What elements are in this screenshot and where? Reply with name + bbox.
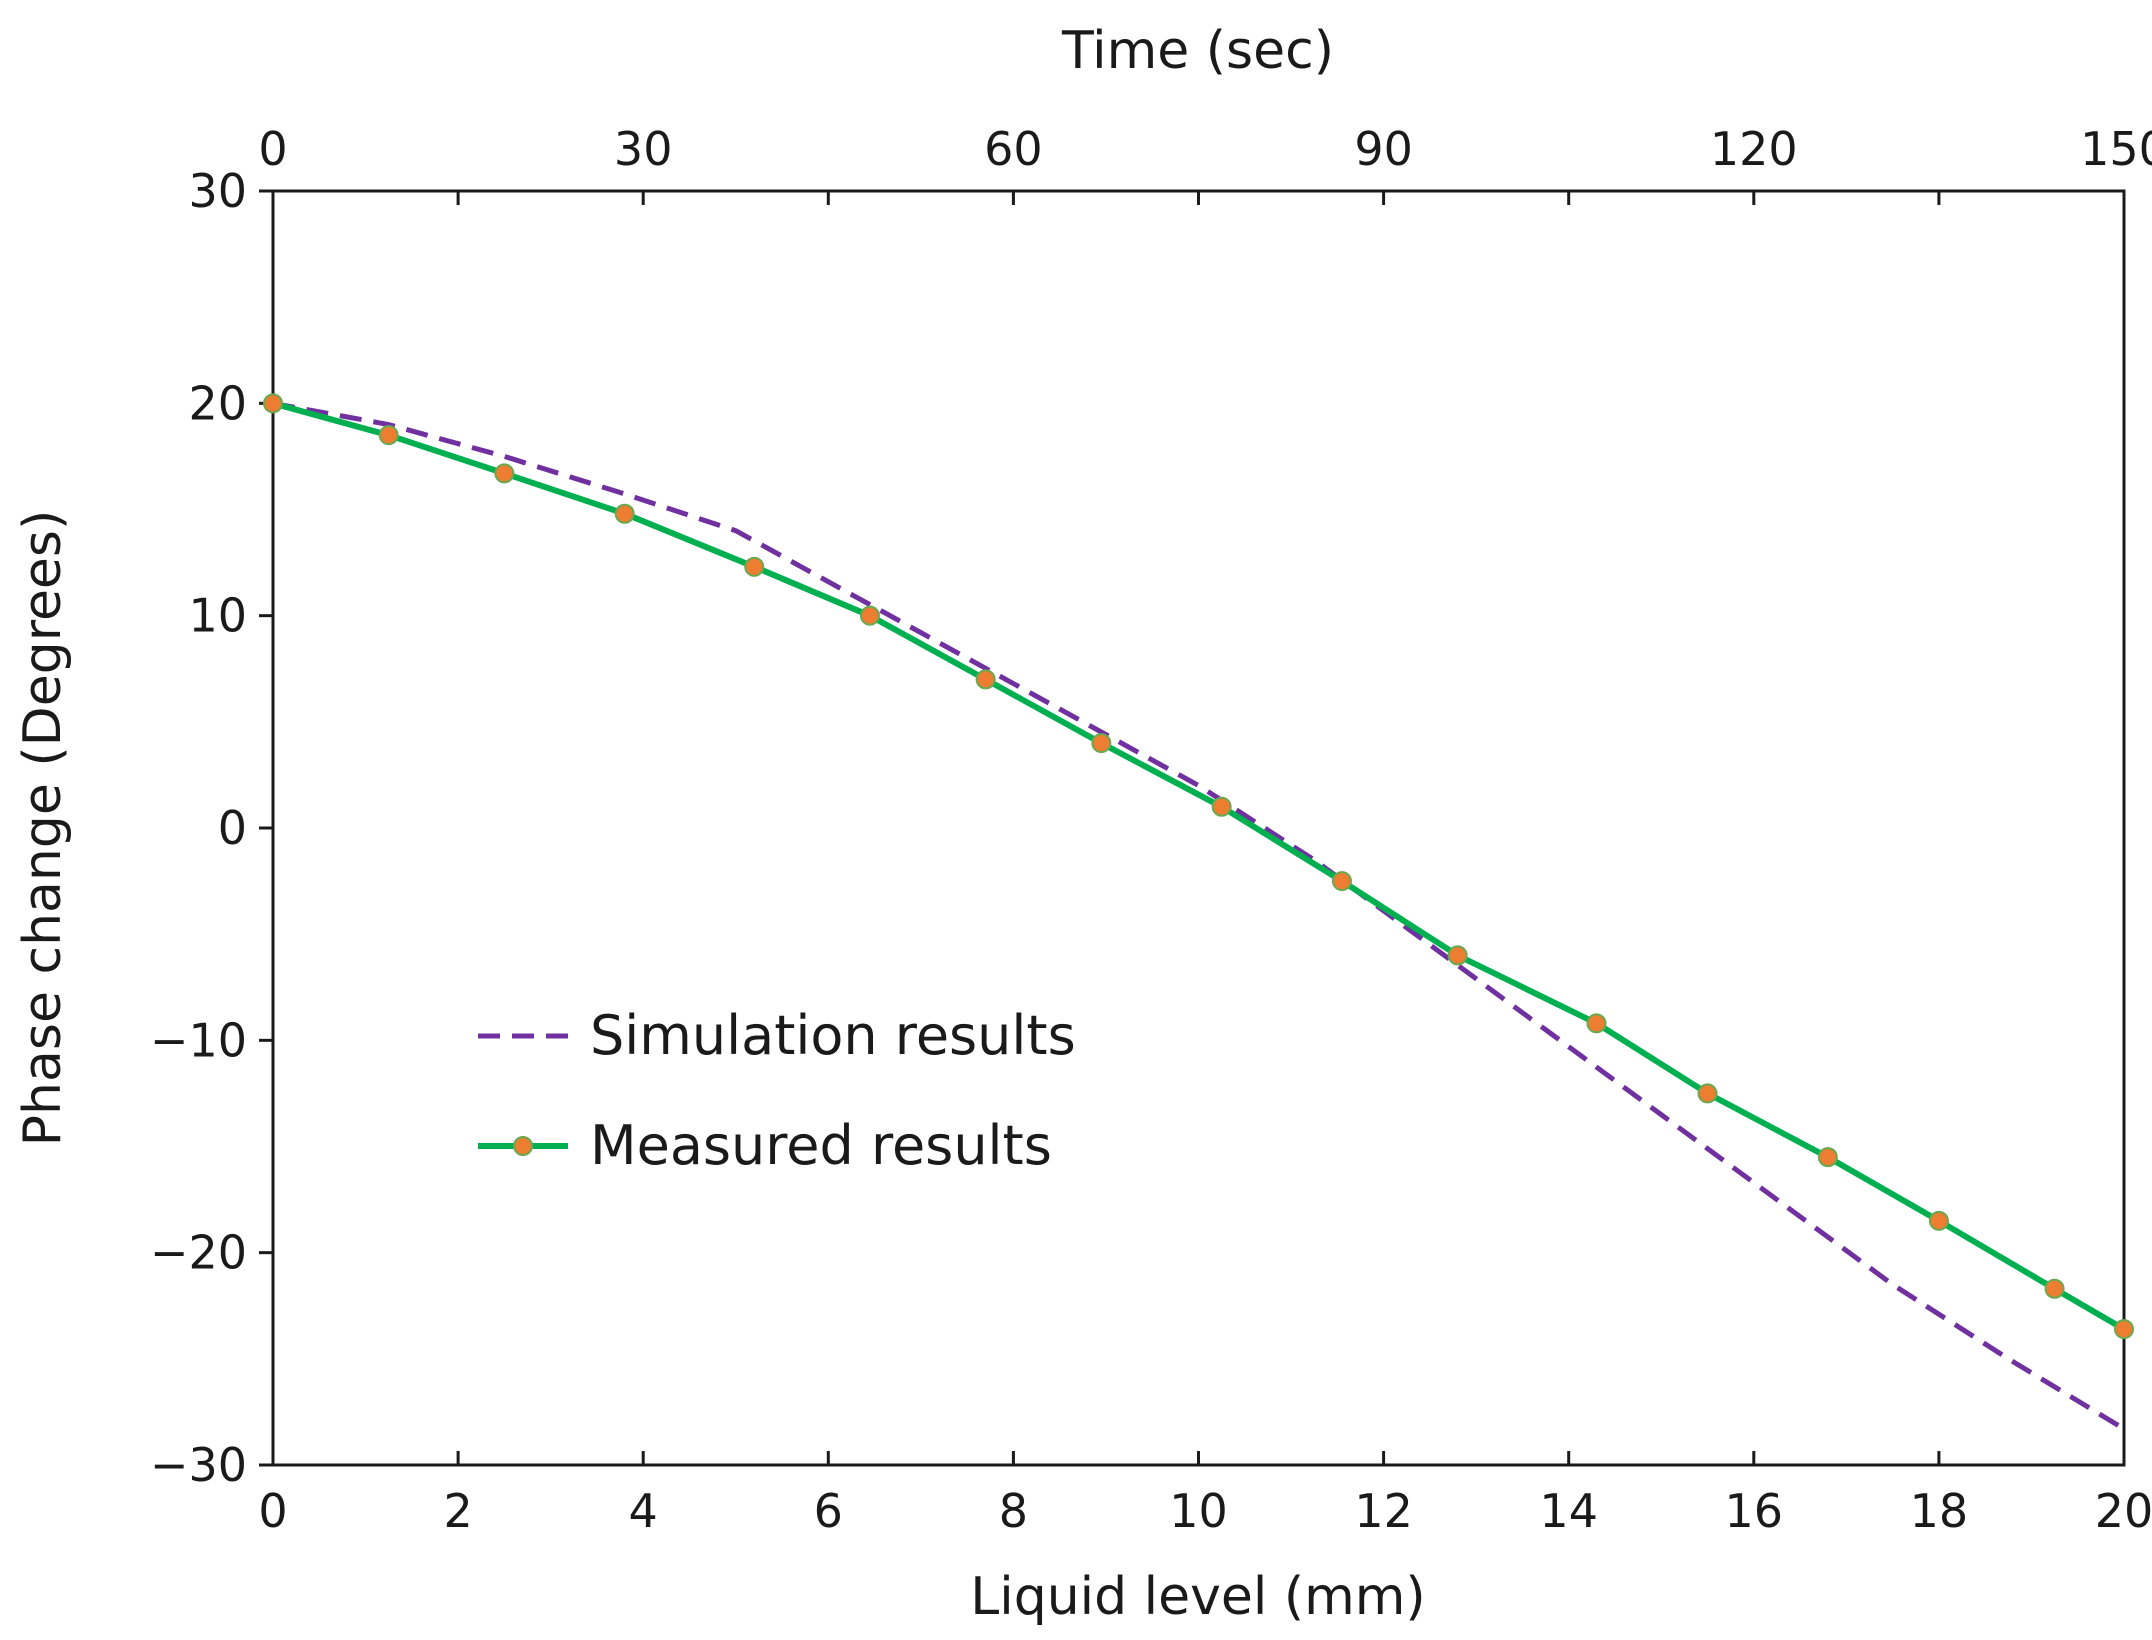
measured-data-point (378, 425, 399, 446)
ticks-layer: 0246810121416182003060901201503020100−10… (150, 122, 2152, 1538)
measured-data-point (494, 463, 515, 484)
x-tick-label: 14 (1539, 1484, 1598, 1538)
x-tick-label: 16 (1725, 1484, 1784, 1538)
x2-tick-label: 30 (614, 122, 673, 176)
measured-data-point (1817, 1147, 1838, 1168)
x2-tick-label: 90 (1354, 122, 1413, 176)
plot-frame (271, 189, 2126, 1467)
measured-data-point (1697, 1083, 1718, 1104)
x-tick-label: 0 (258, 1484, 287, 1538)
x2-tick-label: 120 (1710, 122, 1798, 176)
measured-data-point (1447, 945, 1468, 966)
measured-data-point (2044, 1278, 2065, 1299)
x-tick-label: 6 (814, 1484, 843, 1538)
y-tick-label: −10 (150, 1013, 247, 1067)
x-axis-title: Liquid level (mm) (970, 1567, 1425, 1627)
measured-series-line (270, 400, 2127, 1333)
measured-data-point (1586, 1013, 1607, 1034)
measured-data-point (975, 669, 996, 690)
measured-data-point (1928, 1210, 1949, 1231)
x-tick-label: 8 (999, 1484, 1028, 1538)
series-layer (263, 393, 2134, 1432)
y-tick-label: −20 (150, 1226, 247, 1280)
y-tick-label: 0 (218, 801, 247, 855)
measured-data-point (859, 605, 880, 626)
x-tick-label: 4 (629, 1484, 658, 1538)
x2-tick-label: 150 (2080, 122, 2152, 176)
y-axis-title: Phase change (Degrees) (13, 510, 73, 1147)
measured-data-point (1211, 796, 1232, 817)
y-tick-label: 10 (188, 589, 247, 643)
measured-data-point (1091, 733, 1112, 754)
legend-marker-measured (513, 1136, 533, 1156)
y-tick-label: −30 (150, 1438, 247, 1492)
x2-tick-label: 0 (258, 122, 287, 176)
legend: Simulation results Measured results (478, 1004, 1076, 1177)
x-tick-label: 2 (443, 1484, 472, 1538)
x-tick-label: 18 (1910, 1484, 1969, 1538)
x-tick-label: 10 (1169, 1484, 1228, 1538)
x-tick-label: 20 (2095, 1484, 2152, 1538)
measured-data-point (614, 503, 635, 524)
legend-label-measured: Measured results (590, 1114, 1052, 1177)
y-tick-label: 20 (188, 376, 247, 430)
measured-data-point (1331, 871, 1352, 892)
measured-data-point (263, 393, 283, 414)
measured-data-point (2114, 1319, 2134, 1340)
simulation-series-line (272, 400, 2126, 1432)
measured-data-point (744, 556, 765, 577)
legend-label-simulation: Simulation results (590, 1004, 1076, 1067)
y-tick-label: 30 (188, 164, 247, 218)
x-tick-label: 12 (1354, 1484, 1413, 1538)
x2-axis-title: Time (sec) (1061, 21, 1334, 81)
x2-tick-label: 60 (984, 122, 1043, 176)
